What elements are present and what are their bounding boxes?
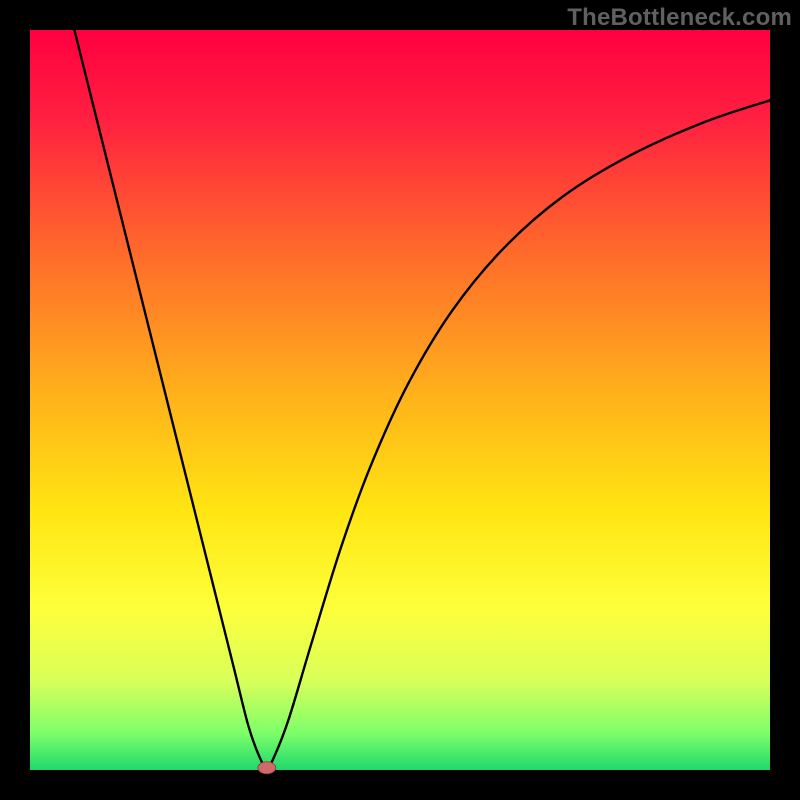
bottleneck-chart [0,0,800,800]
watermark-text: TheBottleneck.com [567,4,792,32]
chart-canvas: TheBottleneck.com [0,0,800,800]
optimum-marker [258,762,276,774]
